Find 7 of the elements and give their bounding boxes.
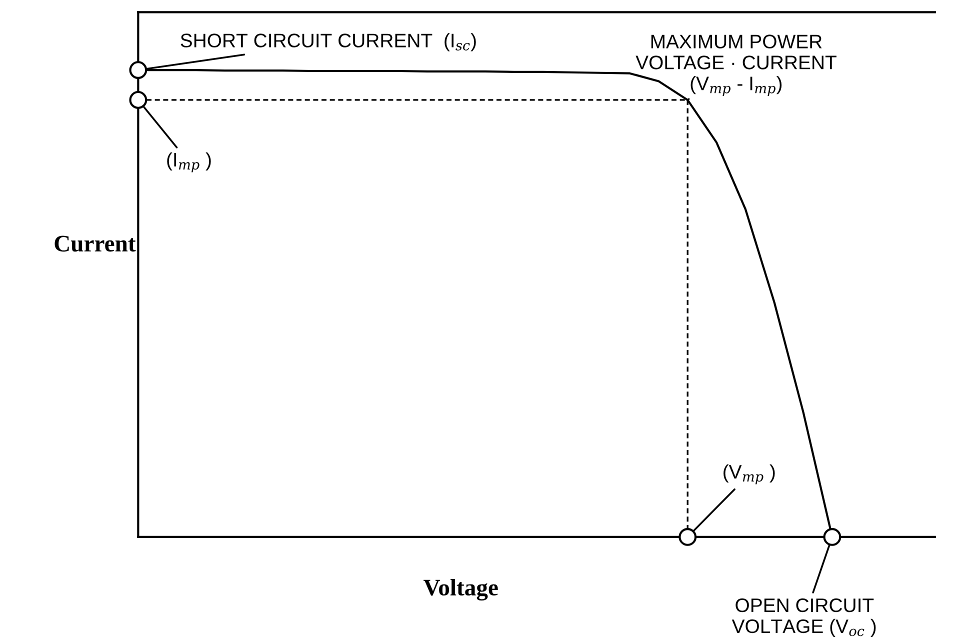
text: OPEN CIRCUIT VOLTAGE (V$_{oc}$ ) bbox=[732, 598, 876, 637]
y-axis-title: Current bbox=[54, 236, 136, 252]
annotation: (I$_{mp}$ ) bbox=[167, 152, 211, 172]
annotation: (V$_{mp}$ ) bbox=[724, 464, 775, 484]
annotation: MAXIMUM POWER VOLTAGE · CURRENT (V$_{mp}$ - I$_{mp}$) bbox=[636, 34, 836, 96]
x-axis-title: Voltage bbox=[424, 578, 498, 601]
text: SHORT CIRCUIT CURRENT (I$_{sc}$) bbox=[180, 33, 476, 52]
